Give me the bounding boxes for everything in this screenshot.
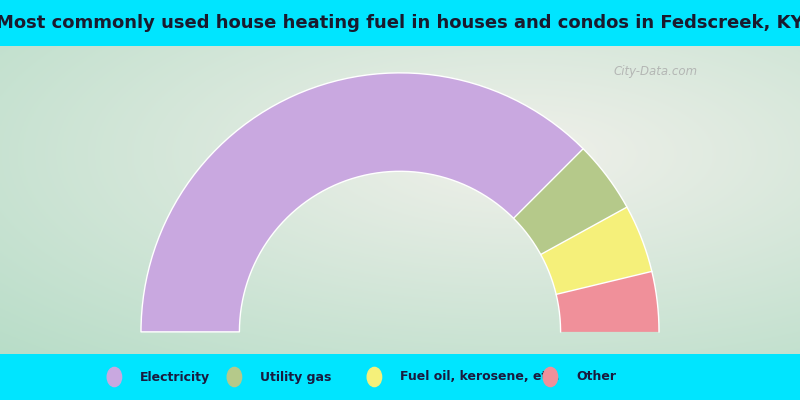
Polygon shape: [541, 207, 652, 294]
Polygon shape: [141, 73, 583, 332]
Text: Other: Other: [576, 370, 616, 384]
Polygon shape: [514, 149, 627, 254]
Text: City-Data.com: City-Data.com: [614, 66, 698, 78]
Text: Most commonly used house heating fuel in houses and condos in Fedscreek, KY: Most commonly used house heating fuel in…: [0, 14, 800, 32]
Text: Electricity: Electricity: [140, 370, 210, 384]
Text: Utility gas: Utility gas: [260, 370, 331, 384]
Text: Fuel oil, kerosene, etc.: Fuel oil, kerosene, etc.: [400, 370, 559, 384]
Polygon shape: [556, 272, 659, 332]
